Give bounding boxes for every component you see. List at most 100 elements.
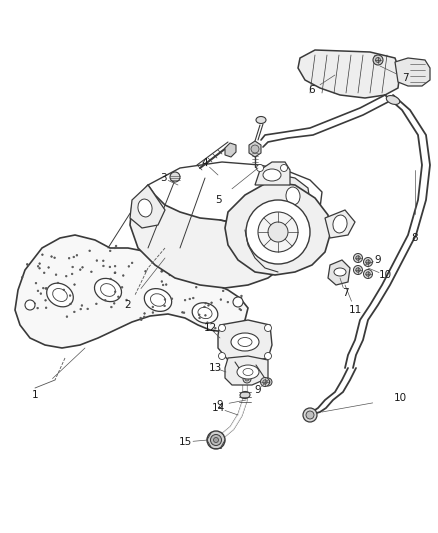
Circle shape <box>176 249 178 251</box>
Circle shape <box>165 245 167 247</box>
Circle shape <box>196 267 198 269</box>
Circle shape <box>207 253 209 255</box>
Circle shape <box>110 250 111 252</box>
Circle shape <box>218 253 219 254</box>
Circle shape <box>57 282 59 284</box>
Circle shape <box>74 284 75 285</box>
Circle shape <box>219 265 221 267</box>
Circle shape <box>184 300 186 301</box>
Text: 9: 9 <box>374 255 381 265</box>
Circle shape <box>170 172 180 182</box>
Circle shape <box>54 257 55 259</box>
Circle shape <box>39 263 40 264</box>
Circle shape <box>232 278 233 279</box>
Circle shape <box>223 290 224 292</box>
Polygon shape <box>249 141 261 157</box>
Polygon shape <box>325 210 355 238</box>
Circle shape <box>213 330 215 332</box>
Circle shape <box>144 316 145 318</box>
Text: 9: 9 <box>217 400 223 410</box>
Circle shape <box>161 270 163 272</box>
Circle shape <box>141 319 142 320</box>
Circle shape <box>364 270 372 279</box>
Text: 1: 1 <box>32 390 38 400</box>
Circle shape <box>162 284 164 286</box>
Circle shape <box>72 266 74 268</box>
Circle shape <box>95 303 97 305</box>
Circle shape <box>240 295 242 297</box>
Circle shape <box>219 325 226 332</box>
Circle shape <box>79 269 81 270</box>
Ellipse shape <box>53 288 67 302</box>
Circle shape <box>45 300 46 301</box>
Polygon shape <box>225 182 330 275</box>
Circle shape <box>171 298 173 300</box>
Text: 13: 13 <box>208 363 222 373</box>
Polygon shape <box>225 356 268 385</box>
Ellipse shape <box>240 391 250 399</box>
Circle shape <box>234 302 236 304</box>
Circle shape <box>210 251 212 253</box>
Circle shape <box>266 380 270 384</box>
Ellipse shape <box>334 268 346 276</box>
Circle shape <box>199 263 201 265</box>
Circle shape <box>207 431 225 449</box>
Polygon shape <box>328 260 350 285</box>
Ellipse shape <box>47 283 73 307</box>
Circle shape <box>219 352 226 359</box>
Text: 9: 9 <box>254 385 261 395</box>
Circle shape <box>227 301 229 303</box>
Polygon shape <box>225 143 236 157</box>
Circle shape <box>190 257 191 259</box>
Circle shape <box>91 271 92 272</box>
Circle shape <box>211 434 222 446</box>
Text: 8: 8 <box>412 233 418 243</box>
Circle shape <box>55 274 57 276</box>
Circle shape <box>306 411 314 419</box>
Circle shape <box>220 299 222 301</box>
Circle shape <box>126 299 127 301</box>
Circle shape <box>81 305 83 306</box>
Circle shape <box>117 296 119 297</box>
Ellipse shape <box>138 199 152 217</box>
Circle shape <box>113 303 115 304</box>
Text: 2: 2 <box>125 300 131 310</box>
Circle shape <box>198 314 200 316</box>
Circle shape <box>189 298 191 300</box>
Circle shape <box>144 313 145 314</box>
Circle shape <box>40 293 42 294</box>
Circle shape <box>27 264 28 265</box>
Text: 11: 11 <box>348 305 362 315</box>
Circle shape <box>194 255 196 256</box>
Circle shape <box>182 311 183 313</box>
Circle shape <box>164 305 166 306</box>
Circle shape <box>207 322 208 324</box>
Circle shape <box>114 247 116 249</box>
Circle shape <box>200 271 201 272</box>
Circle shape <box>375 58 381 62</box>
Circle shape <box>25 300 35 310</box>
Circle shape <box>199 245 201 246</box>
Circle shape <box>109 266 111 268</box>
Circle shape <box>211 302 212 303</box>
Circle shape <box>110 278 111 280</box>
Circle shape <box>96 260 98 261</box>
Circle shape <box>68 257 70 259</box>
Circle shape <box>131 262 133 264</box>
Circle shape <box>183 312 185 313</box>
Ellipse shape <box>231 333 259 351</box>
Ellipse shape <box>263 169 281 181</box>
Circle shape <box>37 290 39 292</box>
Circle shape <box>245 377 249 381</box>
Circle shape <box>123 274 124 276</box>
Circle shape <box>251 145 259 153</box>
Circle shape <box>26 263 28 265</box>
Circle shape <box>89 250 91 252</box>
Circle shape <box>82 266 83 268</box>
Circle shape <box>257 165 264 172</box>
Circle shape <box>105 300 106 301</box>
Text: 14: 14 <box>212 403 225 413</box>
Circle shape <box>263 380 267 384</box>
Circle shape <box>115 245 117 247</box>
Text: 7: 7 <box>402 73 408 83</box>
